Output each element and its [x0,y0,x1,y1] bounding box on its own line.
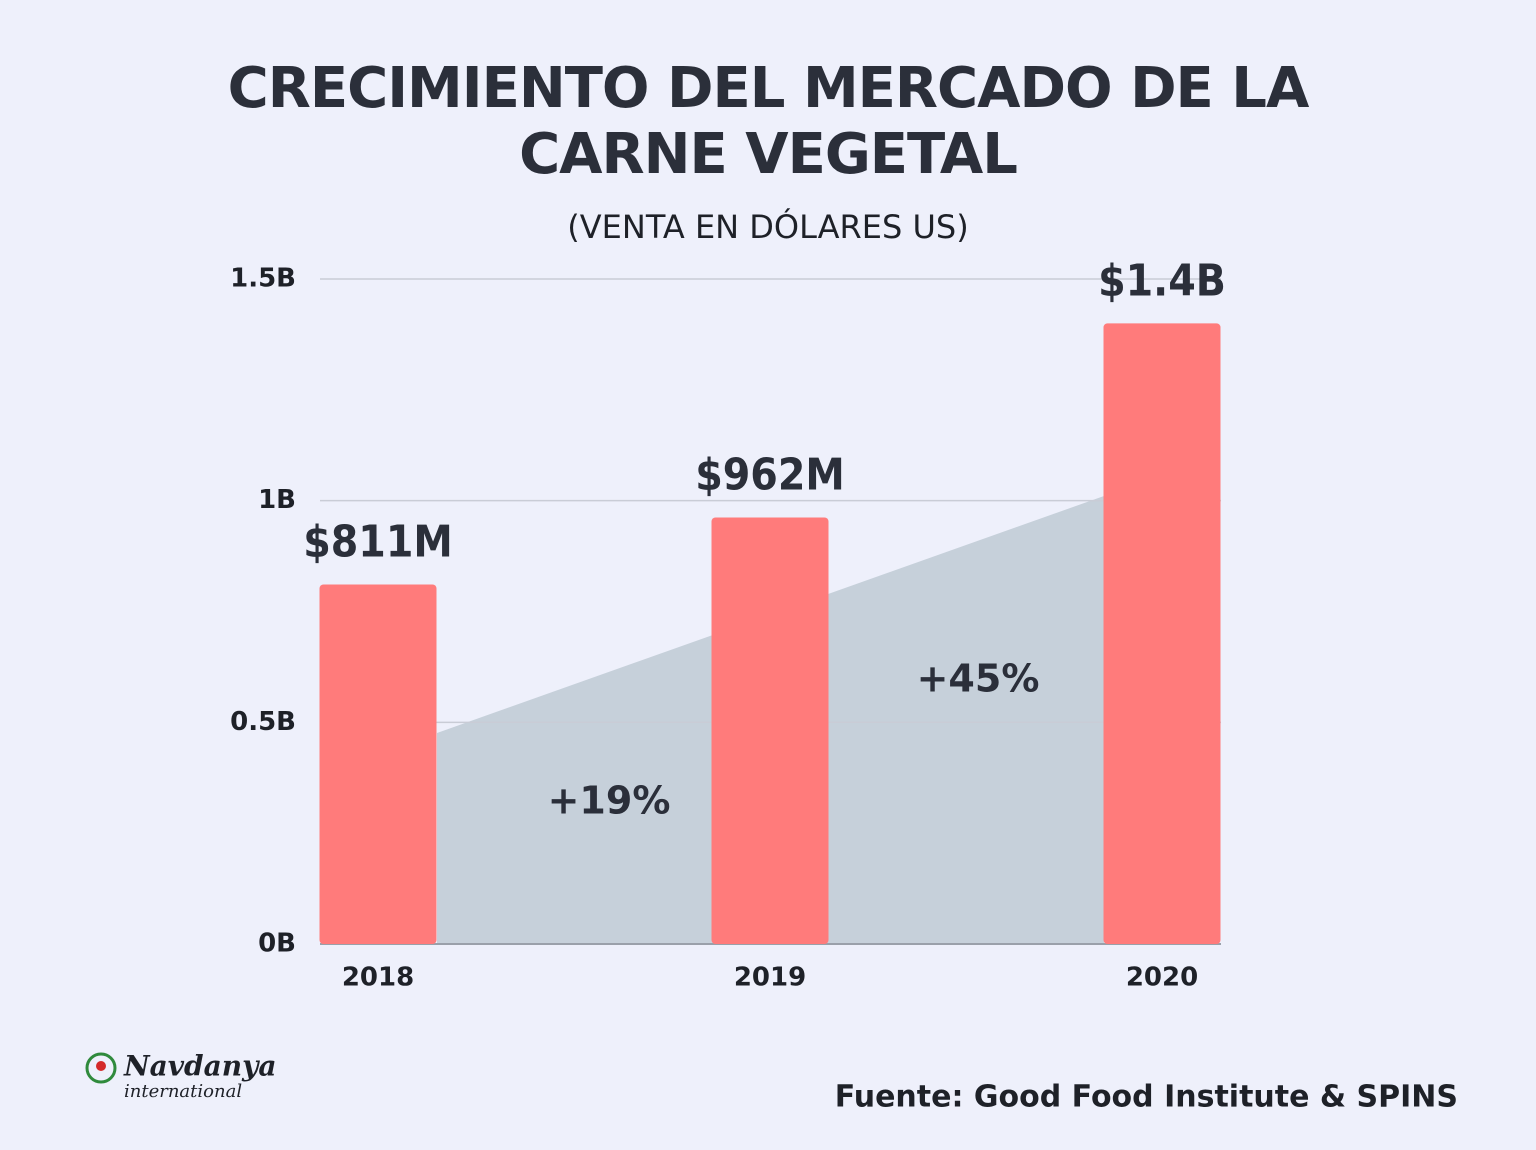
value-label: $1.4B [1098,255,1226,306]
bar [1103,323,1221,944]
source: Fuente: Good Food Institute & SPINS [835,1080,1458,1115]
y-tick-label: 1.5B [230,264,296,294]
bar [711,517,829,944]
x-tick-label: 2019 [734,963,806,993]
logo-icon [96,1061,106,1071]
x-tick-label: 2020 [1126,963,1198,993]
y-tick-label: 0.5B [230,707,296,737]
value-label: $962M [695,450,845,501]
marks: $811M $962M $1.4B [303,255,1226,944]
logo-name: Navdanya [123,1050,277,1083]
bar [319,584,437,944]
x-tick-label: 2018 [342,963,414,993]
annotation: +45% [917,657,1040,701]
y-tick-label: 1B [258,485,296,515]
y-tick-label: 0B [258,929,296,959]
logo-icon [85,1052,117,1084]
annotation: +19% [548,779,671,823]
value-label: $811M [303,516,453,567]
chart-subtitle: (VENTA EN DÓLARES US) [567,207,968,246]
chart-title: CRECIMIENTO DEL MERCADO DE LA CARNE VEGE… [227,56,1310,187]
logo-tagline: international [124,1081,242,1102]
